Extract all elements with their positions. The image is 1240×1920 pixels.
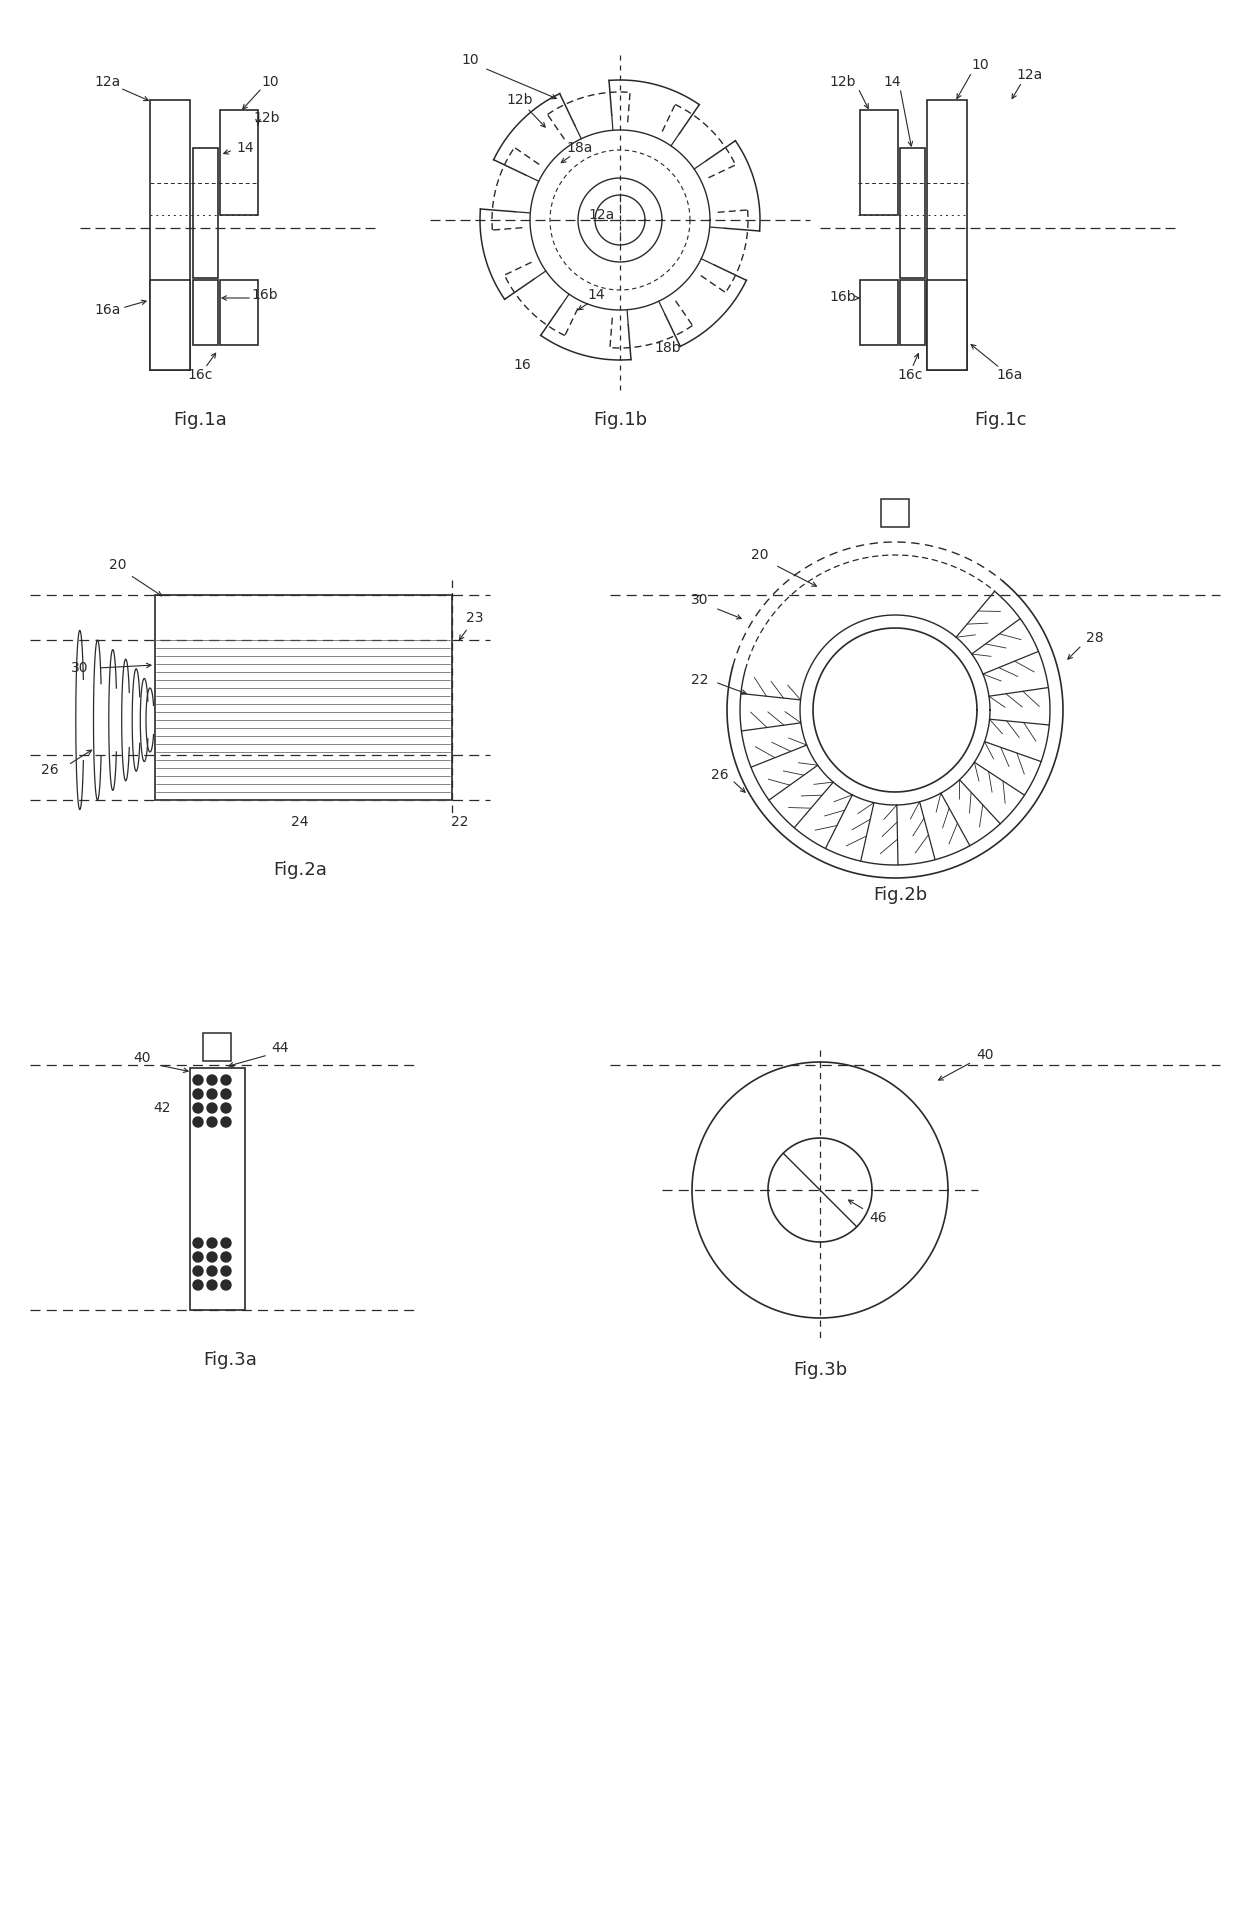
Bar — [193, 148, 218, 278]
Text: 18b: 18b — [655, 342, 681, 355]
Circle shape — [193, 1238, 203, 1248]
Text: 22: 22 — [451, 814, 469, 829]
Bar — [928, 280, 967, 371]
Text: 10: 10 — [262, 75, 279, 88]
Text: Fig.1a: Fig.1a — [174, 411, 227, 428]
Bar — [861, 109, 898, 215]
Text: 16: 16 — [513, 357, 531, 372]
Bar — [150, 100, 190, 371]
Bar — [928, 100, 967, 371]
Text: 40: 40 — [133, 1050, 151, 1066]
Text: Fig.1c: Fig.1c — [973, 411, 1027, 428]
Bar — [900, 280, 925, 346]
Circle shape — [207, 1089, 217, 1098]
Bar — [155, 595, 450, 639]
Text: 20: 20 — [109, 559, 126, 572]
Bar — [900, 148, 925, 278]
Circle shape — [193, 1075, 203, 1085]
Text: 16a: 16a — [94, 303, 122, 317]
Text: 12b: 12b — [830, 75, 857, 88]
Text: 14: 14 — [883, 75, 900, 88]
Text: 22: 22 — [691, 674, 709, 687]
Circle shape — [207, 1102, 217, 1114]
Bar — [150, 280, 190, 371]
Text: 24: 24 — [291, 814, 309, 829]
Text: 18a: 18a — [567, 140, 593, 156]
Text: 30: 30 — [691, 593, 709, 607]
Text: 28: 28 — [1086, 632, 1104, 645]
Text: 30: 30 — [71, 660, 89, 676]
Bar — [861, 280, 898, 346]
Text: 12b: 12b — [254, 111, 280, 125]
Bar — [880, 499, 909, 526]
Text: 40: 40 — [976, 1048, 993, 1062]
Bar — [219, 280, 258, 346]
Circle shape — [207, 1238, 217, 1248]
Text: 16b: 16b — [252, 288, 278, 301]
Bar — [193, 280, 218, 346]
Text: 16c: 16c — [187, 369, 213, 382]
Circle shape — [207, 1281, 217, 1290]
Circle shape — [221, 1238, 231, 1248]
Circle shape — [193, 1102, 203, 1114]
Text: 12b: 12b — [507, 92, 533, 108]
Text: 46: 46 — [869, 1212, 887, 1225]
Text: Fig.2a: Fig.2a — [273, 860, 327, 879]
Text: Fig.2b: Fig.2b — [873, 885, 928, 904]
Circle shape — [193, 1117, 203, 1127]
Circle shape — [207, 1265, 217, 1277]
Text: 20: 20 — [751, 547, 769, 563]
Bar — [203, 1033, 231, 1062]
Text: 10: 10 — [461, 54, 479, 67]
Circle shape — [221, 1089, 231, 1098]
Circle shape — [207, 1117, 217, 1127]
Text: 26: 26 — [712, 768, 729, 781]
Circle shape — [221, 1075, 231, 1085]
Text: 14: 14 — [236, 140, 254, 156]
Text: Fig.3a: Fig.3a — [203, 1352, 257, 1369]
Text: 23: 23 — [466, 611, 484, 626]
Text: 10: 10 — [971, 58, 988, 71]
Text: 16b: 16b — [830, 290, 857, 303]
Text: 16a: 16a — [997, 369, 1023, 382]
Circle shape — [193, 1265, 203, 1277]
Circle shape — [193, 1252, 203, 1261]
Text: 42: 42 — [154, 1100, 171, 1116]
Circle shape — [207, 1252, 217, 1261]
Circle shape — [221, 1117, 231, 1127]
Text: Fig.1b: Fig.1b — [593, 411, 647, 428]
Bar — [190, 1068, 246, 1309]
Bar — [219, 109, 258, 215]
Circle shape — [221, 1102, 231, 1114]
Circle shape — [221, 1281, 231, 1290]
Text: 12a: 12a — [589, 207, 615, 223]
Text: Fig.3b: Fig.3b — [792, 1361, 847, 1379]
Circle shape — [207, 1075, 217, 1085]
Circle shape — [193, 1281, 203, 1290]
Circle shape — [221, 1252, 231, 1261]
Circle shape — [193, 1089, 203, 1098]
Text: 26: 26 — [41, 762, 58, 778]
Text: 14: 14 — [588, 288, 605, 301]
Circle shape — [221, 1265, 231, 1277]
Text: 12a: 12a — [95, 75, 122, 88]
Text: 16c: 16c — [898, 369, 923, 382]
Text: 12a: 12a — [1017, 67, 1043, 83]
Bar — [155, 595, 453, 801]
Text: 44: 44 — [272, 1041, 289, 1054]
